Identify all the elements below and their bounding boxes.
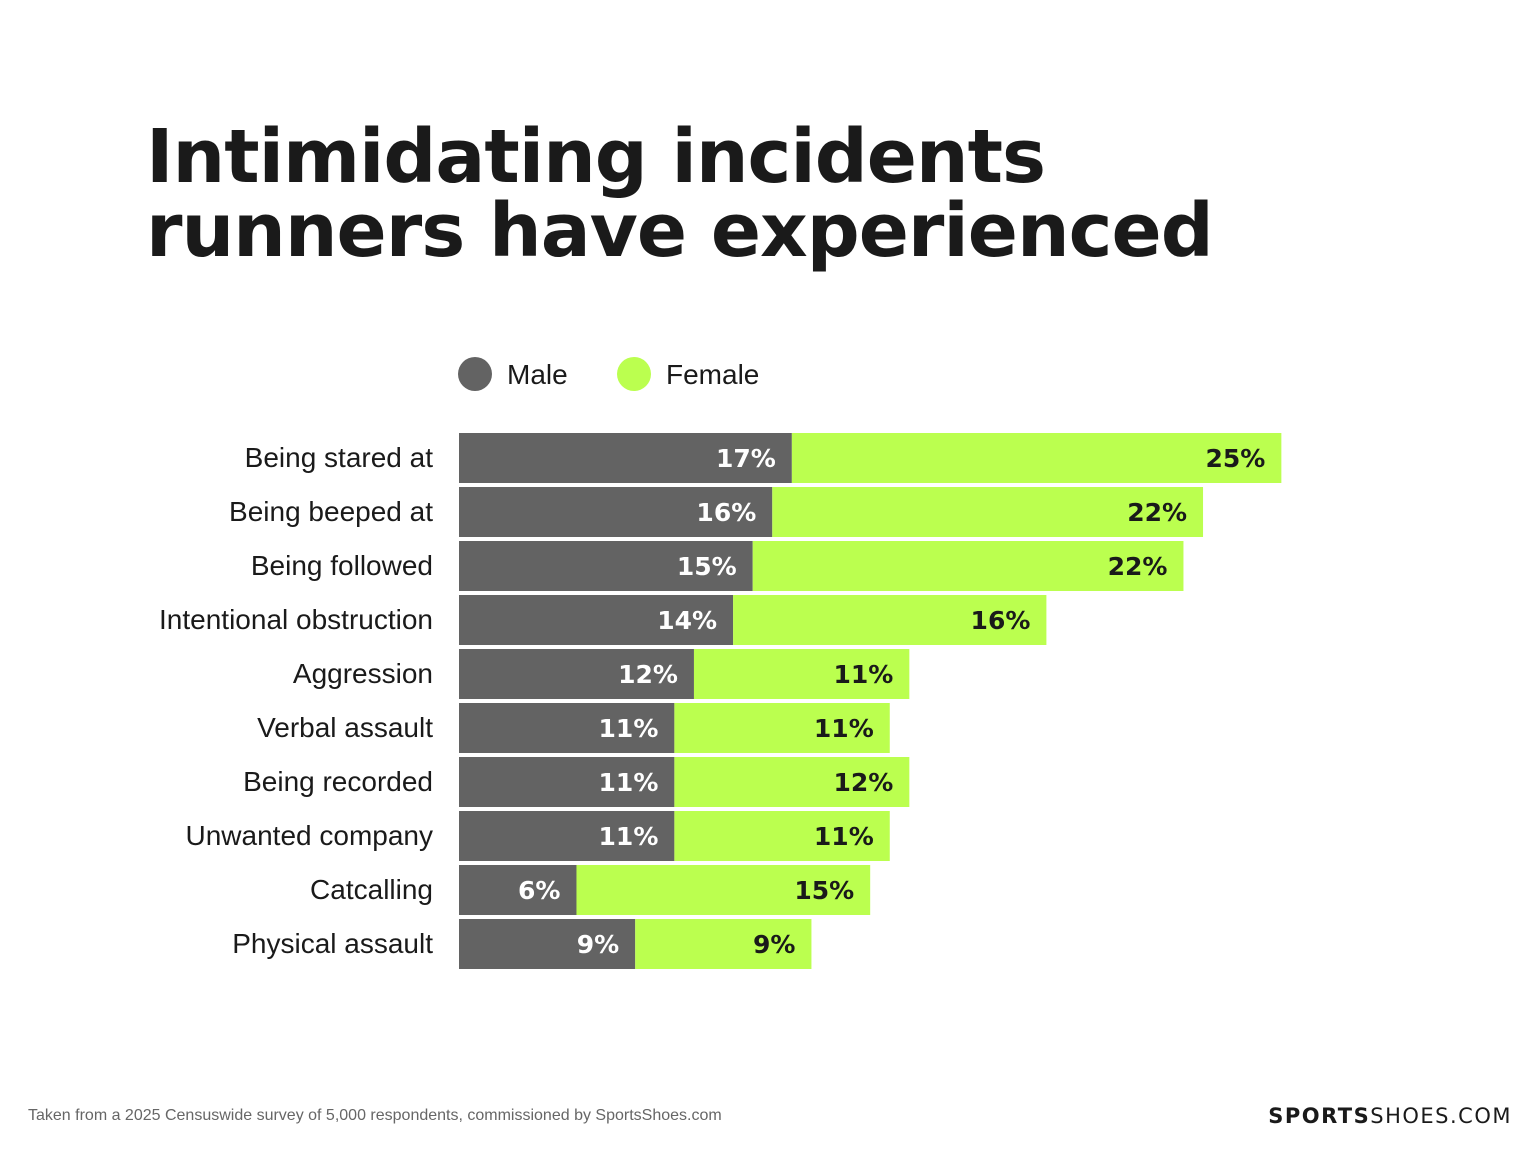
data-label-female: 12% <box>833 768 893 797</box>
bar-female <box>674 703 890 753</box>
bar-male <box>459 433 792 483</box>
bar-male <box>459 757 675 807</box>
data-label-male: 15% <box>677 552 737 581</box>
category-label: Catcalling <box>310 874 433 905</box>
category-label: Being stared at <box>245 442 434 473</box>
bar-male <box>459 919 636 969</box>
bar-female <box>674 811 890 861</box>
data-label-female: 25% <box>1206 444 1266 473</box>
data-label-male: 17% <box>716 444 776 473</box>
bar-female <box>791 433 1282 483</box>
bar-female <box>733 595 1047 645</box>
category-label: Unwanted company <box>186 820 433 851</box>
bar-male <box>459 595 734 645</box>
bar-male <box>459 487 773 537</box>
bar-male <box>459 649 694 699</box>
data-label-male: 12% <box>618 660 678 689</box>
data-label-male: 16% <box>696 498 756 527</box>
bar-female <box>674 757 910 807</box>
data-label-female: 16% <box>971 606 1031 635</box>
bar-female <box>693 649 910 699</box>
legend-swatch-female <box>617 357 651 391</box>
category-label: Being followed <box>251 550 433 581</box>
bar-male <box>459 541 753 591</box>
title-line-1: Intimidating incidents <box>146 114 1046 200</box>
category-label: Physical assault <box>232 928 433 959</box>
category-label: Aggression <box>293 658 433 689</box>
data-label-male: 14% <box>657 606 717 635</box>
data-label-female: 9% <box>753 930 795 959</box>
bar-male <box>459 865 577 915</box>
bar-female <box>576 865 871 915</box>
data-label-male: 11% <box>599 768 659 797</box>
category-label: Being recorded <box>243 766 433 797</box>
bar-male <box>459 703 675 753</box>
data-label-female: 11% <box>814 822 874 851</box>
legend-label-female: Female <box>666 359 759 390</box>
data-label-female: 11% <box>814 714 874 743</box>
data-label-male: 9% <box>577 930 619 959</box>
category-label: Verbal assault <box>257 712 433 743</box>
logo-bold: SPORTS <box>1268 1104 1371 1128</box>
logo-light: SHOES.COM <box>1370 1104 1512 1128</box>
data-label-female: 11% <box>833 660 893 689</box>
legend-label-male: Male <box>507 359 568 390</box>
title-line-2: runners have experienced <box>146 188 1214 274</box>
category-label: Intentional obstruction <box>159 604 433 635</box>
source-note: Taken from a 2025 Censuswide survey of 5… <box>28 1107 722 1124</box>
data-label-female: 15% <box>794 876 854 905</box>
data-label-female: 22% <box>1127 498 1187 527</box>
data-label-female: 22% <box>1108 552 1168 581</box>
brand-logo: SPORTSSHOES.COM <box>1268 1104 1512 1128</box>
data-label-male: 11% <box>599 714 659 743</box>
category-label: Being beeped at <box>229 496 433 527</box>
legend-swatch-male <box>458 357 492 391</box>
chart-title: Intimidating incidents runners have expe… <box>146 114 1214 274</box>
bar-female <box>772 487 1204 537</box>
data-label-male: 11% <box>599 822 659 851</box>
data-label-male: 6% <box>518 876 560 905</box>
bar-male <box>459 811 675 861</box>
bar-female <box>635 919 812 969</box>
bar-female <box>752 541 1184 591</box>
